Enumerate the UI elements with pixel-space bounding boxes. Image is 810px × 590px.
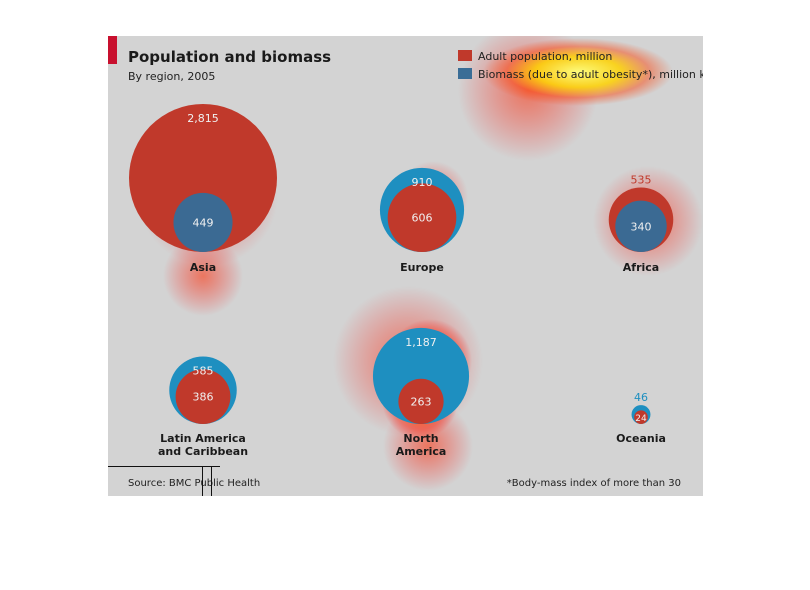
bubbles-layer: 2,815 449 Asia 910 606 Europe 535 340 Africa 585 3… xyxy=(129,104,674,458)
latin-america-and-caribbean-name-line-1: and Caribbean xyxy=(158,445,248,458)
europe-population-bubble xyxy=(387,183,457,252)
asia-name-line-0: Asia xyxy=(190,261,216,274)
latin-america-and-caribbean-name-line-0: Latin America xyxy=(160,432,246,445)
oceania-value-large: 46 xyxy=(634,391,648,404)
africa-biomass-bubble xyxy=(615,200,667,252)
chart-subtitle: By region, 2005 xyxy=(128,70,216,83)
region-oceania: 46 24 Oceania xyxy=(616,391,666,445)
oceania-value-small: 24 xyxy=(635,414,647,424)
legend-population-swatch xyxy=(458,50,472,61)
europe-value-large: 910 xyxy=(412,176,433,189)
region-asia: 2,815 449 Asia xyxy=(129,104,277,274)
north-america-name-line-1: America xyxy=(396,445,447,458)
latin-america-and-caribbean-value-large: 585 xyxy=(193,365,214,378)
heat-blob-6 xyxy=(163,236,243,316)
latin-america-and-caribbean-population-bubble xyxy=(175,369,231,424)
legend-biomass-label: Biomass (due to adult obesity*), million… xyxy=(478,68,703,81)
latin-america-and-caribbean-value-small: 386 xyxy=(193,391,214,404)
chart-title: Population and biomass xyxy=(128,48,332,66)
north-america-value-large: 1,187 xyxy=(405,336,437,349)
legend-population-label: Adult population, million xyxy=(478,50,613,63)
oceania-population-bubble xyxy=(634,410,648,424)
asia-value-small: 449 xyxy=(193,216,214,229)
region-europe: 910 606 Europe xyxy=(379,167,465,274)
heat-blob-8 xyxy=(383,401,473,491)
asia-biomass-bubble xyxy=(173,192,233,253)
africa-value-large: 535 xyxy=(631,173,652,186)
europe-value-small: 606 xyxy=(412,212,433,225)
north-america-value-small: 263 xyxy=(411,395,432,408)
crop-line-vertical-1 xyxy=(202,466,203,496)
africa-name-line-0: Africa xyxy=(623,261,659,274)
legend-heat-highlight xyxy=(458,36,703,116)
asia-value-large: 2,815 xyxy=(187,112,219,125)
region-africa: 535 340 Africa xyxy=(608,173,674,274)
north-america-population-bubble xyxy=(398,378,444,424)
crop-line-horizontal xyxy=(108,466,220,467)
europe-name-line-0: Europe xyxy=(400,261,444,274)
north-america-name-line-0: North xyxy=(403,432,438,445)
africa-value-small: 340 xyxy=(631,220,652,233)
legend-biomass: Biomass (due to adult obesity*), million… xyxy=(458,68,703,81)
bubble-chart: 2,815 449 Asia 910 606 Europe 535 340 Africa 585 3… xyxy=(129,36,703,491)
footnote: *Body-mass index of more than 30 xyxy=(506,478,681,489)
crop-line-vertical-2 xyxy=(211,466,212,496)
legend-population: Adult population, million xyxy=(458,50,612,63)
chart-panel: Population and biomass By region, 2005 2… xyxy=(108,36,703,496)
legend-biomass-swatch xyxy=(458,68,472,79)
north-america-biomass-bubble xyxy=(372,327,470,424)
oceania-name-line-0: Oceania xyxy=(616,432,666,445)
asia-population-bubble xyxy=(129,104,277,252)
source-note: Source: BMC Public Health xyxy=(128,478,261,489)
title-accent-bar xyxy=(108,36,117,64)
